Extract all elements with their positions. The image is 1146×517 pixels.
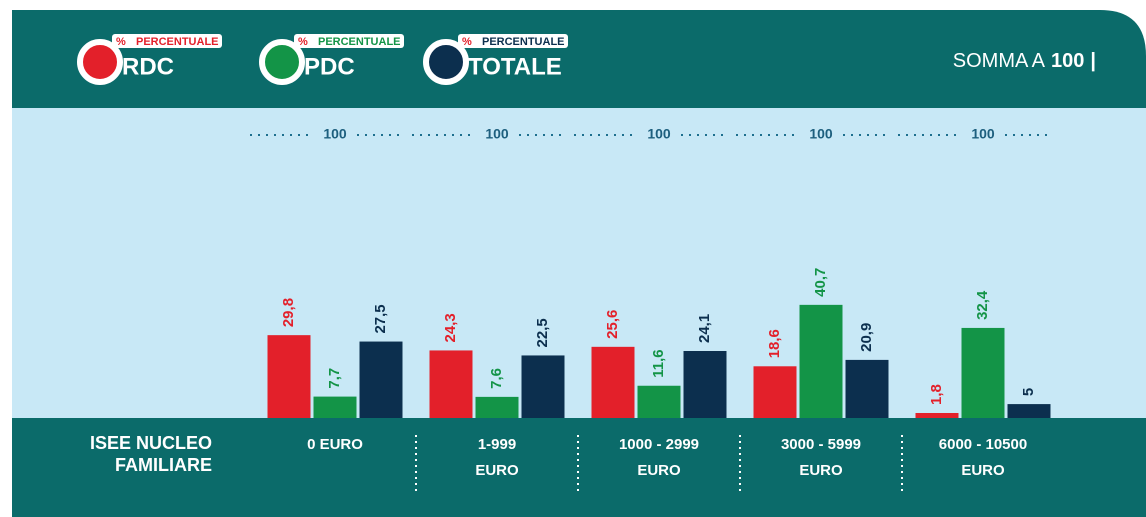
x-tick-label-line: 6000 - 10500 [939,436,1027,453]
bar [267,335,311,418]
value-label: 7,6 [488,368,505,389]
legend-percent: % [462,36,472,48]
bar [429,350,473,418]
bar [753,366,797,418]
x-axis-label-line: ISEE NUCLEO [90,433,212,453]
legend-tag [112,34,222,48]
bar [799,304,843,418]
value-label: 5 [1020,388,1037,396]
bar [521,355,565,418]
x-tick-label: 6000 - 10500 EURO [939,436,1027,479]
x-tick-label-line: EURO [475,462,519,479]
legend-label: RDC [122,53,174,80]
bar [683,351,727,418]
legend-swatch [259,39,305,85]
plot-area [12,108,1146,418]
axis-band [12,418,1146,517]
bar [637,385,681,418]
value-label: 20,9 [858,323,875,352]
summary: SOMMA A 100 | [953,50,1096,72]
bar [591,346,635,418]
legend-tag-text: PERCENTUALE [136,36,219,48]
x-tick-label-line: EURO [637,462,681,479]
legend-label: TOTALE [468,53,562,80]
x-tick-label: 0 EURO [307,436,363,453]
summary-separator: | [1090,50,1096,72]
value-label: 24,3 [442,313,459,342]
group-sum: 100 [809,126,833,142]
x-axis-label: ISEE NUCLEO FAMILIARE [90,433,212,475]
legend-percent: % [298,36,308,48]
bar [915,412,959,418]
x-tick-label-line: 1-999 [478,436,516,453]
bar [961,327,1005,418]
group-sum: 100 [323,126,347,142]
legend-tag [458,34,568,48]
value-label: 18,6 [766,329,783,358]
x-tick-label-line: EURO [799,462,843,479]
x-tick-label-line: EURO [961,462,1005,479]
x-tick-label: 1000 - 2999 EURO [619,436,699,479]
group-sum: 100 [647,126,671,142]
value-label: 1,8 [928,384,945,405]
value-label: 24,1 [696,314,713,343]
value-label: 7,7 [326,368,343,389]
x-axis-label-line: FAMILIARE [115,455,212,475]
bar [313,396,357,418]
legend-label: PDC [304,53,355,80]
summary-value: 100 [1051,50,1084,72]
legend-swatch [77,39,123,85]
bar [1007,404,1051,418]
bar [845,359,889,418]
legend-tag-text: PERCENTUALE [318,36,401,48]
value-label: 25,6 [604,310,621,339]
x-tick-label: 1-999 EURO [475,436,519,479]
value-label: 22,5 [534,318,551,347]
legend-tag [294,34,404,48]
x-tick-label: 3000 - 5999 EURO [781,436,861,479]
group-sum: 100 [485,126,509,142]
value-label: 32,4 [974,290,991,320]
bar [359,341,403,418]
value-label: 27,5 [372,304,389,333]
summary-text: SOMMA A [953,50,1046,72]
legend-percent: % [116,36,126,48]
value-label: 29,8 [280,298,297,327]
legend-tag-text: PERCENTUALE [482,36,565,48]
x-tick-label-line: 0 EURO [307,436,363,453]
group-sum: 100 [971,126,995,142]
x-tick-label-line: 1000 - 2999 [619,436,699,453]
legend-swatch [423,39,469,85]
value-label: 11,6 [650,349,667,377]
x-tick-label-line: 3000 - 5999 [781,436,861,453]
bar [475,396,519,418]
value-label: 40,7 [812,268,829,297]
